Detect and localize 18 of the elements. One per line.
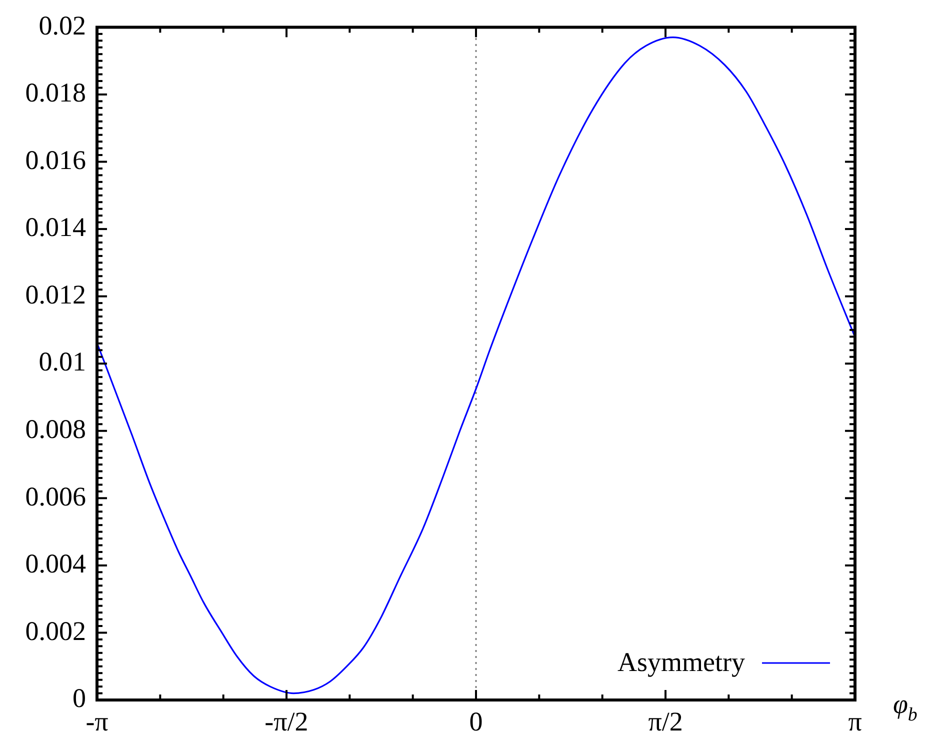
y-tick-label: 0.012 bbox=[25, 279, 86, 310]
y-tick-label: 0 bbox=[72, 683, 86, 714]
x-tick-label: π/2 bbox=[648, 706, 683, 736]
y-tick-label: 0.008 bbox=[25, 414, 86, 444]
y-tick-label: 0.004 bbox=[25, 548, 86, 579]
legend-label: Asymmetry bbox=[618, 647, 746, 678]
y-tick-label: 0.006 bbox=[25, 481, 86, 512]
x-tick-label: -π/2 bbox=[264, 706, 308, 736]
x-tick-label: 0 bbox=[469, 706, 483, 736]
line-series bbox=[97, 36, 855, 694]
y-tick-label: 0.014 bbox=[25, 212, 86, 242]
y-tick-label: 0.002 bbox=[25, 616, 86, 646]
x-tick-label: -π bbox=[86, 706, 109, 736]
y-tick-label: 0.018 bbox=[25, 78, 86, 108]
y-tick-label: 0.02 bbox=[38, 10, 86, 40]
x-tick-label: π bbox=[848, 706, 862, 736]
y-tick-label: 0.016 bbox=[25, 144, 86, 175]
y-tick-label: 0.01 bbox=[38, 346, 86, 377]
